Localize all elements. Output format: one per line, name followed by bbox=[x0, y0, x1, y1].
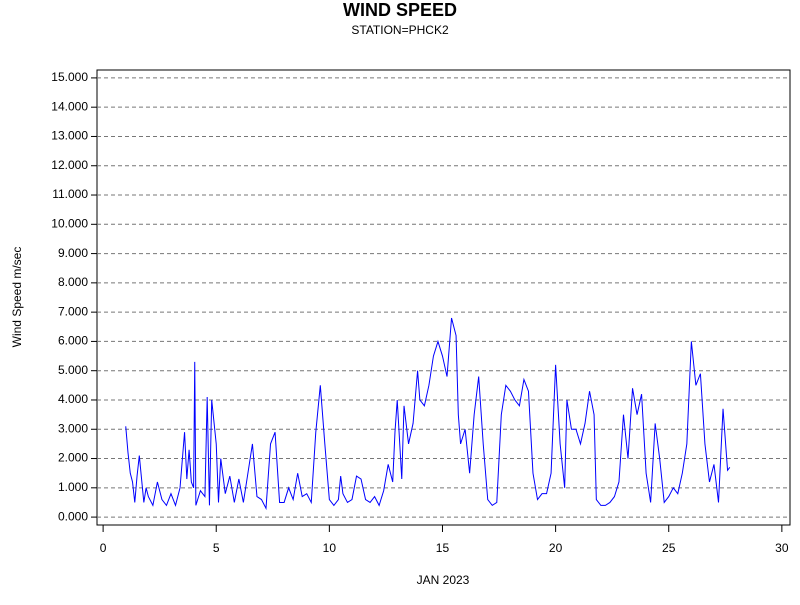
x-tick-label: 10 bbox=[323, 541, 337, 555]
x-tick-label: 25 bbox=[662, 541, 676, 555]
y-tick-label: 15.000 bbox=[51, 70, 88, 84]
y-tick-label: 8.000 bbox=[58, 275, 88, 289]
y-tick-label: 14.000 bbox=[51, 99, 88, 113]
data-line bbox=[125, 317, 731, 511]
x-tick-label: 30 bbox=[775, 541, 789, 555]
y-tick-label: 1.000 bbox=[58, 480, 88, 494]
y-tick-label: 6.000 bbox=[58, 334, 88, 348]
y-tick-label: 5.000 bbox=[58, 363, 88, 377]
y-tick-label: 10.000 bbox=[51, 216, 88, 230]
plot-frame bbox=[96, 69, 791, 526]
x-tick-label: 0 bbox=[100, 541, 107, 555]
chart-subtitle: STATION=PHCK2 bbox=[351, 23, 449, 37]
chart-title: WIND SPEED bbox=[343, 0, 457, 20]
y-tick-label: 3.000 bbox=[58, 421, 88, 435]
y-tick-label: 7.000 bbox=[58, 304, 88, 318]
y-tick-label: 13.000 bbox=[51, 129, 88, 143]
y-tick-label: 11.000 bbox=[52, 187, 88, 201]
x-tick-label: 15 bbox=[436, 541, 450, 555]
y-tick-label: 2.000 bbox=[58, 451, 88, 465]
y-axis-label: Wind Speed m/sec bbox=[10, 247, 24, 348]
y-tick-label: 9.000 bbox=[58, 246, 88, 260]
x-tick-label: 20 bbox=[549, 541, 563, 555]
y-tick-label: 4.000 bbox=[58, 392, 88, 406]
y-tick-label: 0.000 bbox=[58, 509, 88, 523]
x-axis-label: JAN 2023 bbox=[417, 573, 470, 587]
x-tick-label: 5 bbox=[213, 541, 220, 555]
y-tick-label: 12.000 bbox=[51, 158, 88, 172]
